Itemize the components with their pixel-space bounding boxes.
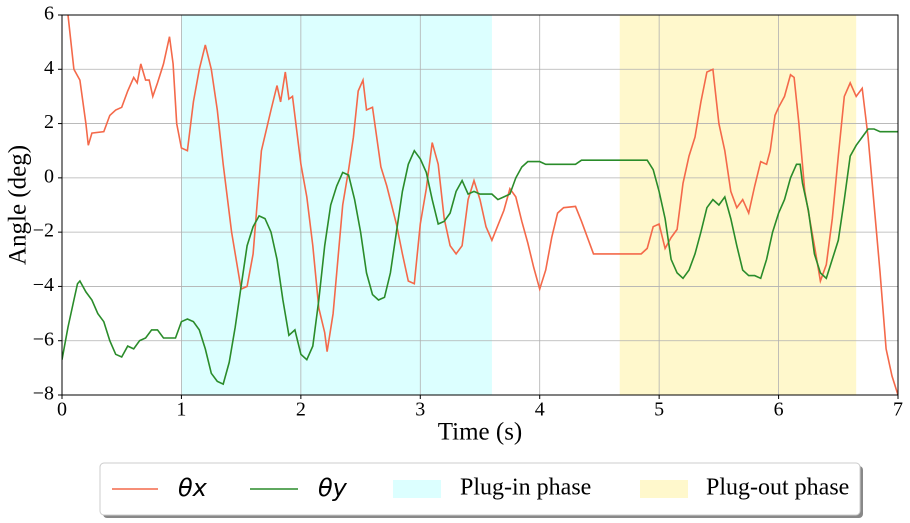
legend-label: θx <box>178 474 208 502</box>
y-tick-label: 4 <box>44 57 54 79</box>
x-tick-label: 7 <box>893 399 903 421</box>
legend <box>99 462 861 516</box>
y-tick-label: 6 <box>44 3 54 25</box>
legend-swatch <box>393 480 441 498</box>
series-line <box>67 15 898 395</box>
x-tick-label: 6 <box>774 399 784 421</box>
legend-swatch <box>640 480 688 498</box>
plot-frame <box>61 14 899 396</box>
x-tick-label: 2 <box>296 399 306 421</box>
y-tick-label: −6 <box>33 328 54 350</box>
phase-span <box>181 15 492 395</box>
y-tick-label: −8 <box>33 383 54 405</box>
x-tick-label: 1 <box>176 399 186 421</box>
legend-label: Plug-out phase <box>706 475 849 501</box>
x-tick-label: 4 <box>535 399 545 421</box>
y-tick-label: 2 <box>44 111 54 133</box>
y-tick-label: −2 <box>33 220 54 242</box>
legend-label: θy <box>318 474 348 502</box>
series-line <box>62 128 898 386</box>
legend-label: Plug-in phase <box>460 475 591 501</box>
x-axis-label: Time (s) <box>438 419 523 446</box>
x-tick-label: 5 <box>654 399 664 421</box>
y-tick-label: −4 <box>33 274 54 296</box>
y-axis-label: Angle (deg) <box>5 145 32 265</box>
y-tick-label: 0 <box>44 165 54 187</box>
x-tick-label: 3 <box>415 399 425 421</box>
x-tick-label: 0 <box>57 399 67 421</box>
